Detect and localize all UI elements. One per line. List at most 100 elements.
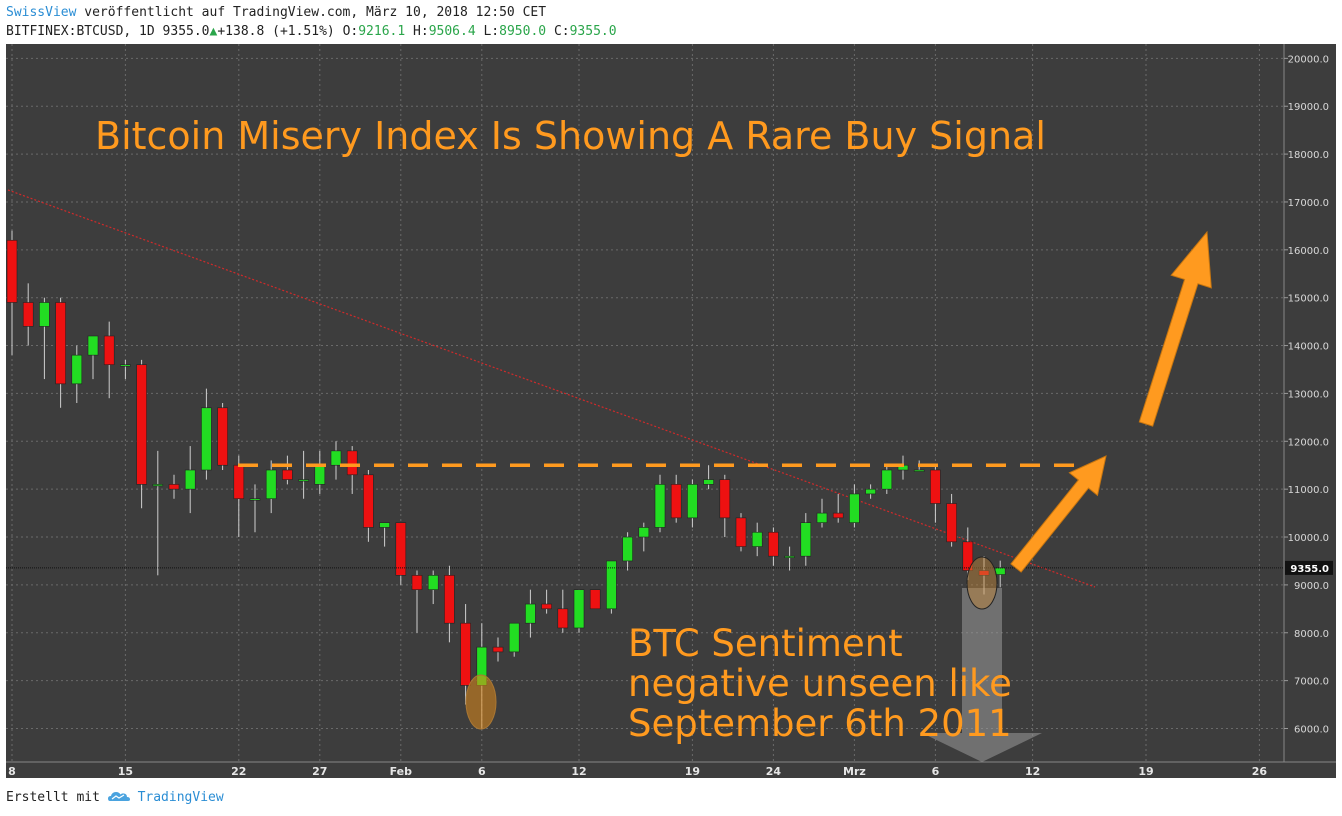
created-with-text: Erstellt mit (6, 790, 100, 805)
candle (330, 441, 342, 480)
brand-link[interactable]: SwissView (6, 5, 77, 20)
candle (411, 570, 423, 633)
low-highlight-feb (465, 674, 497, 730)
y-tick-label: 19000.0 (1288, 102, 1329, 113)
candle-body (22, 302, 34, 327)
candle-body (314, 464, 326, 485)
last-price-tag (1285, 560, 1333, 575)
candle-body (557, 608, 569, 629)
candle (865, 484, 876, 499)
candle-body (282, 469, 293, 480)
footer: Erstellt mit TradingView (6, 790, 224, 805)
candle-body (152, 484, 164, 487)
candle (249, 484, 261, 533)
candle (55, 297, 66, 408)
candle-body (687, 484, 698, 519)
sentiment-annotation: BTC Sentiment (628, 622, 903, 665)
candle (719, 474, 731, 538)
candle (654, 474, 666, 533)
candle-body (120, 364, 131, 367)
x-tick-label: 22 (231, 765, 246, 778)
last-price-label: 9355.0 (1290, 564, 1329, 575)
y-tick-label: 20000.0 (1288, 54, 1329, 65)
symbol-line: BITFINEX:BTCUSD, 1D 9355.0▲+138.8 (+1.51… (6, 24, 617, 39)
candle-body (298, 479, 309, 482)
y-tick-label: 14000.0 (1288, 342, 1329, 353)
candle-body (930, 469, 941, 504)
y-tick-label: 7000.0 (1294, 677, 1329, 688)
candle-body (217, 407, 228, 466)
plot-background (6, 44, 1284, 762)
x-tick-label: 19 (685, 765, 700, 778)
candle (881, 465, 893, 494)
y-tick-label: 15000.0 (1288, 294, 1329, 305)
candle (735, 513, 747, 552)
candle-body (881, 469, 893, 490)
candle (363, 470, 374, 542)
candle-body (460, 622, 471, 686)
candle-body (865, 488, 876, 495)
candle-body (541, 603, 552, 610)
high-value: 9506.4 (428, 24, 476, 39)
candle-body (395, 522, 407, 576)
candle (168, 474, 180, 499)
candle-body (606, 560, 617, 610)
price-axis-background (1284, 44, 1336, 762)
candle (687, 479, 698, 528)
candle-body (55, 302, 66, 385)
close-value: 9355.0 (569, 24, 617, 39)
candle (120, 359, 131, 380)
candle-body (201, 407, 212, 471)
candle (217, 403, 228, 471)
candle-body (622, 536, 633, 562)
y-tick-label: 17000.0 (1288, 198, 1329, 209)
candle (395, 522, 407, 585)
candle (184, 446, 196, 514)
y-tick-label: 9000.0 (1294, 581, 1329, 592)
candle (557, 589, 569, 633)
candle (541, 589, 552, 614)
candle (589, 589, 601, 610)
candle-body (492, 646, 504, 653)
candle-body (573, 589, 585, 629)
candle-body (265, 469, 277, 500)
candle-body (735, 517, 747, 547)
candle (751, 522, 763, 557)
x-tick-label: 12 (571, 765, 586, 778)
x-tick-label: Mrz (843, 765, 866, 778)
candle (930, 465, 941, 523)
candle (6, 230, 18, 356)
tradingview-link[interactable]: TradingView (137, 790, 224, 805)
candle (800, 513, 812, 566)
candle-body (703, 479, 714, 485)
candle (638, 522, 650, 552)
x-tick-label: 19 (1138, 765, 1153, 778)
candle-body (330, 450, 342, 466)
open-value: 9216.1 (358, 24, 406, 39)
up-arrow-icon: ▲ (209, 24, 218, 39)
candle-body (589, 589, 601, 610)
low-label: L: (483, 24, 500, 39)
x-tick-label: 8 (8, 765, 16, 778)
candle-body (816, 512, 828, 523)
candle (622, 532, 633, 571)
candle (784, 546, 795, 571)
open-label: O: (342, 24, 359, 39)
symbol-interval: BITFINEX:BTCUSD, 1D (6, 24, 155, 39)
candle-body (346, 450, 358, 476)
y-tick-label: 8000.0 (1294, 629, 1329, 640)
candle-body (103, 335, 115, 366)
candle (978, 556, 990, 595)
y-tick-label: 12000.0 (1288, 437, 1329, 448)
time-axis-background (6, 762, 1336, 778)
candle-body (962, 541, 974, 571)
candle (282, 455, 293, 485)
x-tick-label: 6 (932, 765, 940, 778)
candle-body (184, 469, 196, 490)
candle-body (427, 575, 439, 590)
candle (136, 359, 147, 509)
x-tick-label: Feb (390, 765, 413, 778)
trend-line (7, 189, 1096, 588)
candle (573, 589, 585, 633)
